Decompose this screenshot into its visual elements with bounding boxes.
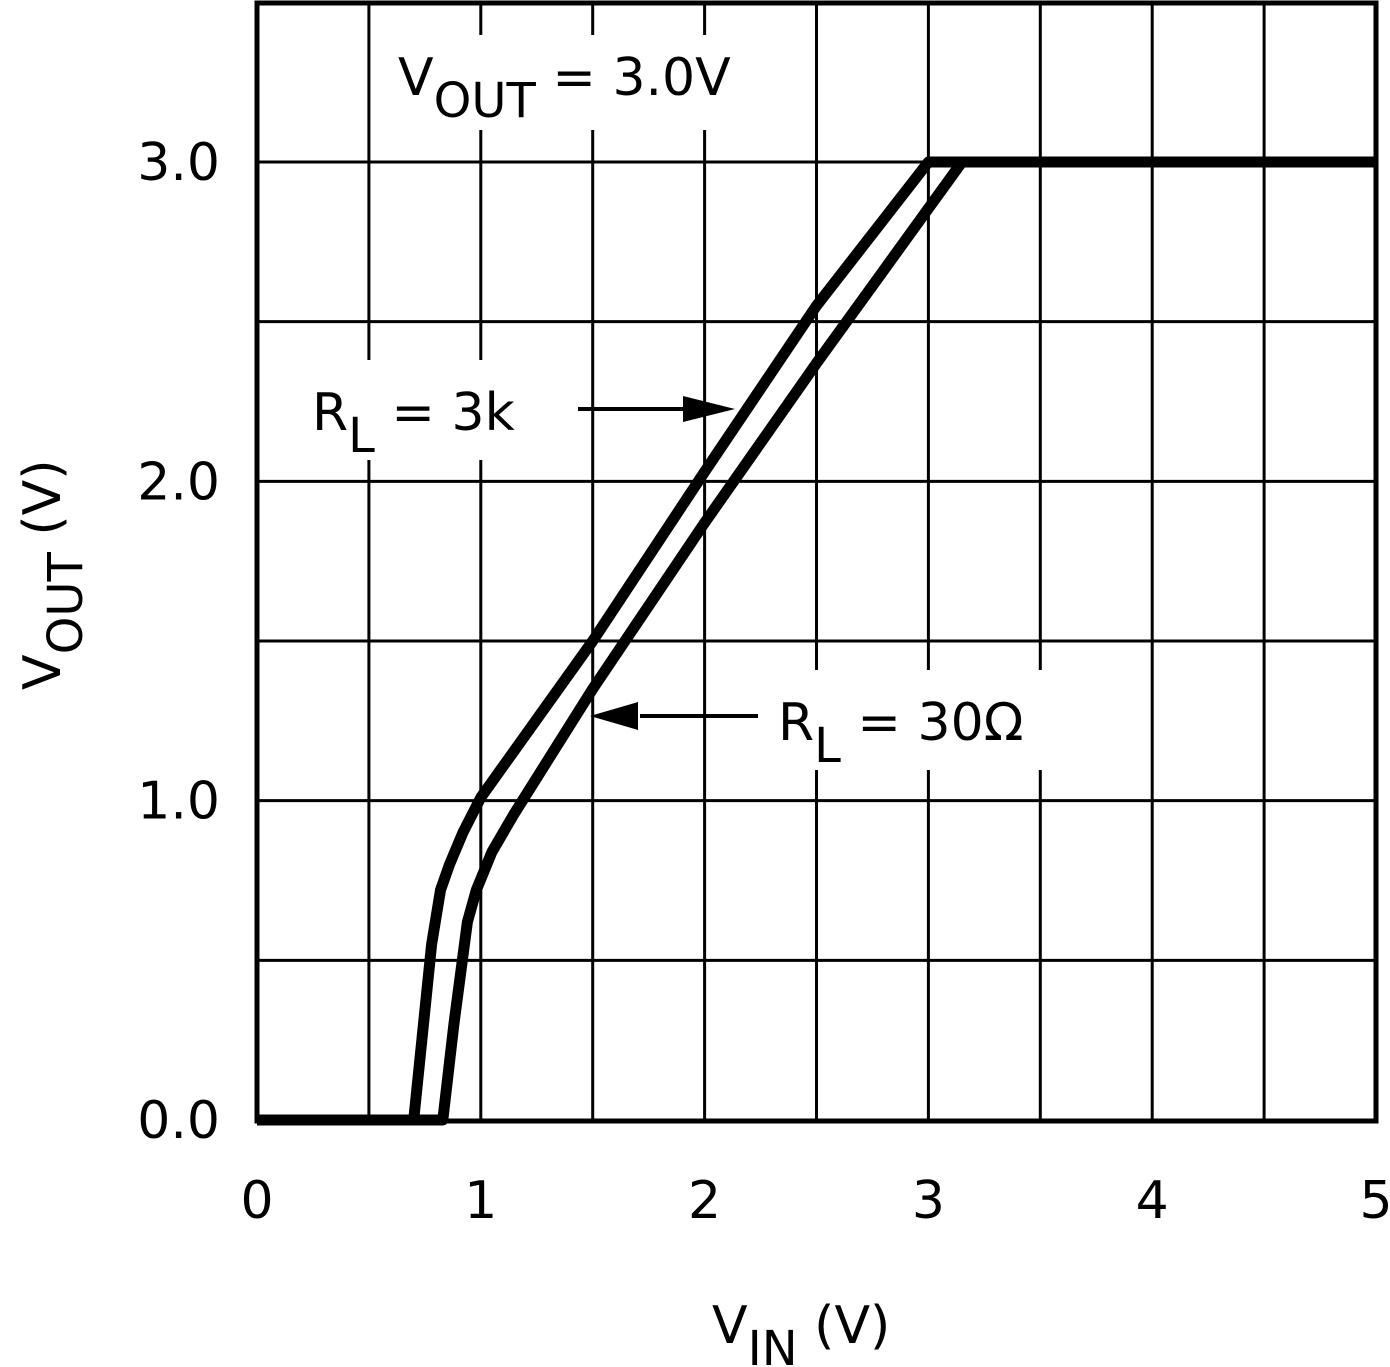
plot-frame xyxy=(254,0,1379,1124)
series-line-1 xyxy=(257,156,1376,1126)
x-tick-label: 5 xyxy=(1359,1171,1390,1231)
y-tick-label: 0.0 xyxy=(137,1091,220,1151)
y-tick-label: 2.0 xyxy=(137,452,220,512)
grid-lines xyxy=(257,3,1376,1120)
x-axis-label: VIN (V) xyxy=(712,1296,890,1367)
series-label-3k: RL = 3k xyxy=(312,383,515,464)
y-tick-label: 1.0 xyxy=(137,772,220,832)
series-label-30ohm: RL = 30Ω xyxy=(778,693,1023,774)
x-tick-labels: 0 1 2 3 4 5 xyxy=(240,1171,1390,1231)
y-tick-label: 3.0 xyxy=(137,133,220,193)
x-tick-label: 2 xyxy=(688,1171,721,1231)
x-tick-label: 1 xyxy=(464,1171,497,1231)
arrow-icon-3k xyxy=(578,396,735,422)
condition-annotation: VOUT = 3.0V xyxy=(398,48,731,129)
x-tick-label: 3 xyxy=(912,1171,945,1231)
x-tick-label: 4 xyxy=(1136,1171,1169,1231)
y-tick-labels: 0.0 1.0 2.0 3.0 xyxy=(137,133,220,1151)
data-series xyxy=(257,156,1376,1126)
series-line-0 xyxy=(257,156,1376,1126)
x-tick-label: 0 xyxy=(240,1171,273,1231)
arrow-icon-30ohm xyxy=(590,702,758,730)
y-axis-label: VOUT (V) xyxy=(13,460,94,691)
